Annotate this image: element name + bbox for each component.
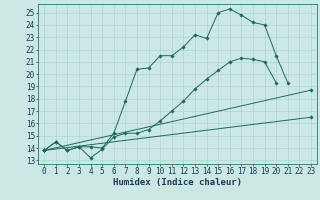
X-axis label: Humidex (Indice chaleur): Humidex (Indice chaleur) <box>113 178 242 187</box>
